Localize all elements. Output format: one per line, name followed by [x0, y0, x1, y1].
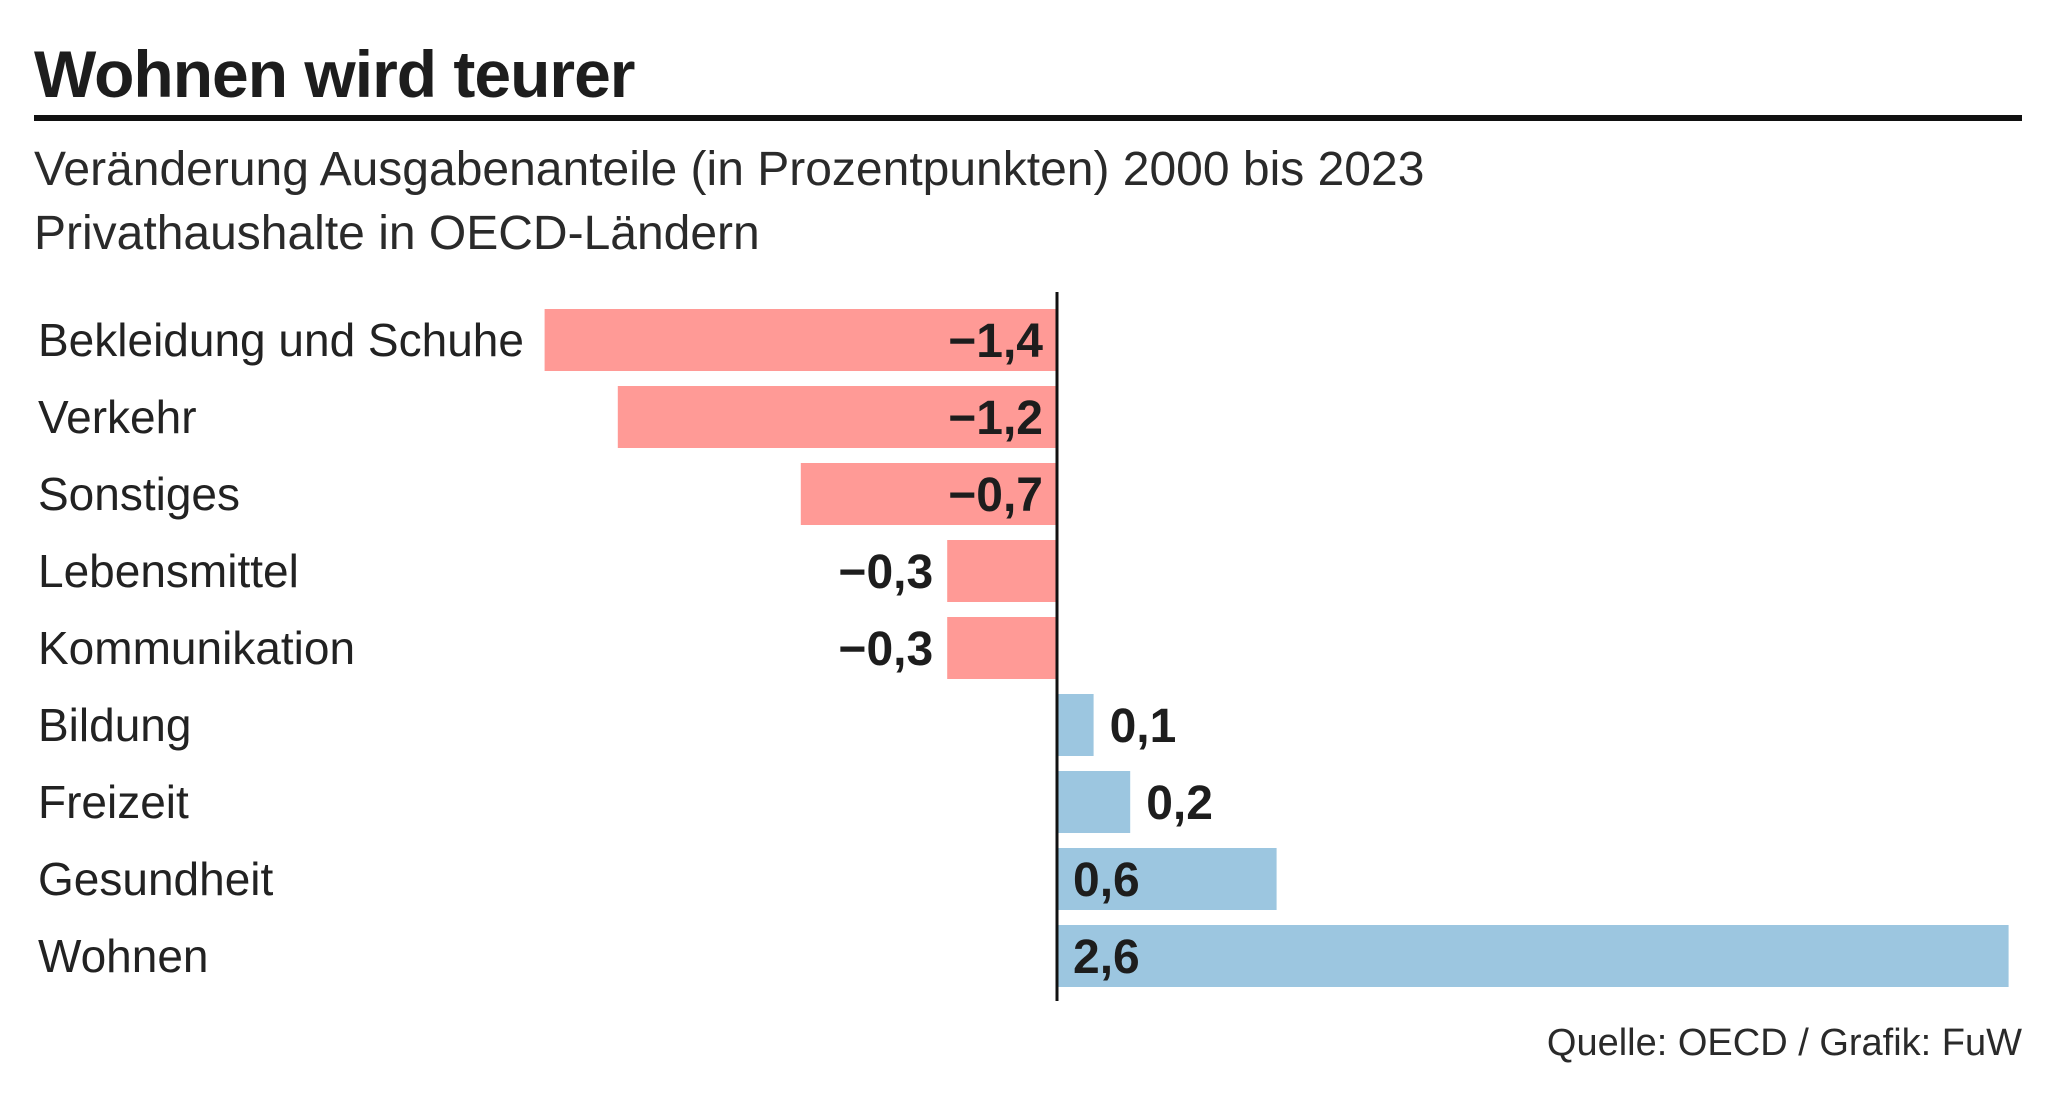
category-label: Lebensmittel [38, 545, 299, 597]
category-label: Wohnen [38, 930, 209, 982]
value-label: 0,6 [1073, 854, 1140, 907]
category-label: Bekleidung und Schuhe [38, 314, 524, 366]
value-label: 0,1 [1110, 700, 1177, 753]
bar [1057, 694, 1094, 756]
category-label: Sonstiges [38, 468, 240, 520]
category-label: Freizeit [38, 776, 189, 828]
category-label: Bildung [38, 699, 191, 751]
value-label: −1,4 [948, 315, 1043, 368]
bar [800, 463, 1057, 525]
chart-title: Wohnen wird teurer [34, 37, 635, 111]
source-note: Quelle: OECD / Grafik: FuW [1546, 1022, 2022, 1064]
title-rule [34, 115, 2022, 121]
bar [544, 309, 1057, 371]
bar [617, 386, 1057, 448]
category-label: Gesundheit [38, 853, 273, 905]
value-label: −0,3 [838, 546, 933, 599]
value-label: −0,3 [838, 623, 933, 676]
value-label: 0,2 [1146, 777, 1213, 830]
bar [947, 617, 1057, 679]
value-label: 2,6 [1073, 931, 1140, 984]
value-label: −1,2 [948, 392, 1043, 445]
category-label: Verkehr [38, 391, 197, 443]
bar [1057, 771, 1131, 833]
bar [1057, 848, 1277, 910]
bar [947, 540, 1057, 602]
value-label: −0,7 [948, 469, 1043, 522]
category-label: Kommunikation [38, 622, 355, 674]
chart-subtitle-line2: Privathaushalte in OECD-Ländern [34, 207, 760, 260]
chart-subtitle-line1: Veränderung Ausgabenanteile (in Prozentp… [34, 143, 1425, 196]
bar [1057, 925, 2009, 987]
